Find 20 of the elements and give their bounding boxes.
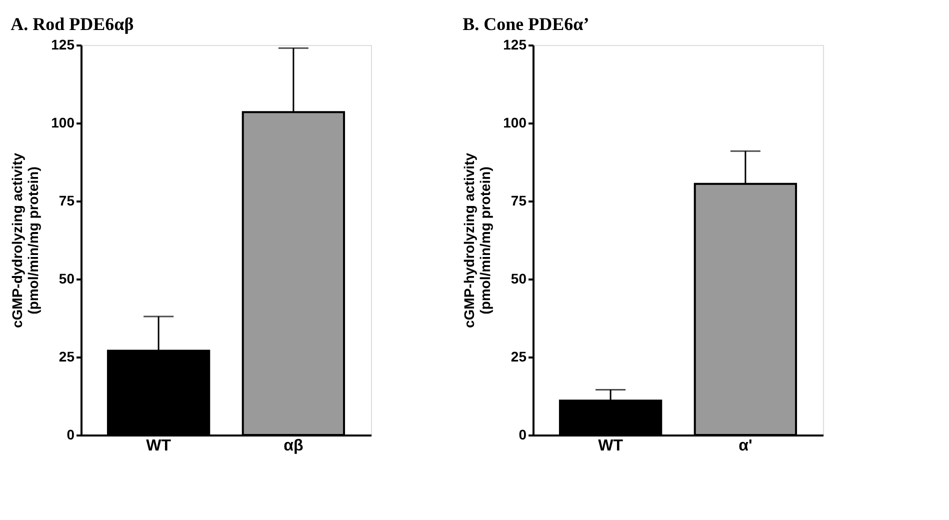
y-tick-label: 100 [51,114,75,130]
y-tick-label: 0 [66,426,75,442]
x-tick-label: WT [146,438,172,454]
y-tick-label: 0 [518,426,527,442]
y-tick-label: 125 [51,36,75,52]
x-tick-label: αβ [284,438,304,454]
chart-title: B. Cone PDE6α’ [462,14,590,34]
x-tick-label: α' [738,438,752,454]
y-tick-label: 50 [510,270,527,286]
y-tick-label: 50 [58,270,75,286]
y-tick-label: 25 [58,348,75,364]
y-tick-label: 25 [510,348,527,364]
y-tick-label: 75 [510,192,527,208]
y-tick-label: 100 [503,114,527,130]
chart-title: A. Rod PDE6αβ [10,14,134,34]
y-axis-title: cGMP-dydrolyzing activity (pmol/min/mg protein) [9,152,42,328]
y-tick-label: 125 [503,36,527,52]
x-tick-label: WT [598,438,624,454]
y-tick-label: 75 [58,192,75,208]
y-axis-title: cGMP-hydrolyzing activity (pmol/min/mg protein) [461,152,494,328]
